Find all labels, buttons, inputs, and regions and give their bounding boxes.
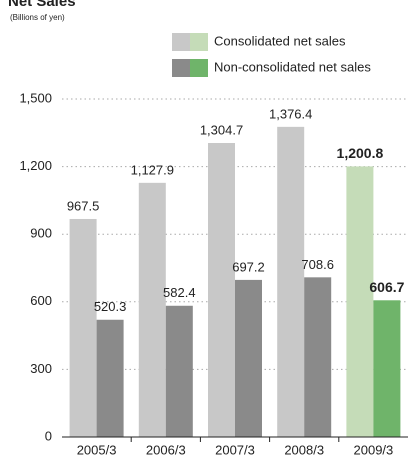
legend-swatch [190, 33, 208, 51]
x-tick-label: 2009/3 [354, 442, 394, 457]
y-tick-label: 900 [30, 226, 52, 241]
value-label: 967.5 [67, 198, 100, 213]
value-label: 1,200.8 [337, 145, 384, 161]
bar [373, 300, 401, 437]
value-label: 520.3 [94, 299, 127, 314]
x-tick-label: 2007/3 [215, 442, 255, 457]
chart-subtitle: (Billions of yen) [10, 13, 65, 22]
bar [346, 166, 374, 437]
legend-label: Consolidated net sales [214, 33, 346, 48]
value-label: 1,376.4 [269, 106, 312, 121]
legend-swatch [172, 33, 190, 51]
legend-swatch [190, 59, 208, 77]
legend-swatch [172, 59, 190, 77]
value-label: 1,127.9 [131, 162, 174, 177]
x-tick-label: 2005/3 [77, 442, 117, 457]
value-label: 708.6 [301, 257, 334, 272]
y-tick-label: 600 [30, 293, 52, 308]
value-label: 697.2 [232, 259, 265, 274]
bar [96, 319, 124, 437]
chart-title: Net Sales [8, 0, 76, 10]
bar [138, 182, 166, 437]
y-tick-label: 0 [45, 428, 52, 443]
value-label: 582.4 [163, 285, 196, 300]
bar [304, 277, 332, 437]
bar [165, 305, 193, 437]
x-tick-label: 2008/3 [284, 442, 324, 457]
bar [208, 143, 235, 437]
y-tick-label: 300 [30, 361, 52, 376]
bar [235, 279, 262, 437]
bar [277, 126, 305, 437]
legend-label: Non-consolidated net sales [214, 59, 371, 74]
y-tick-label: 1,200 [19, 158, 52, 173]
bar [69, 218, 97, 437]
value-label: 606.7 [369, 279, 404, 295]
x-tick-label: 2006/3 [146, 442, 186, 457]
value-label: 1,304.7 [200, 122, 243, 137]
y-tick-label: 1,500 [19, 90, 52, 105]
